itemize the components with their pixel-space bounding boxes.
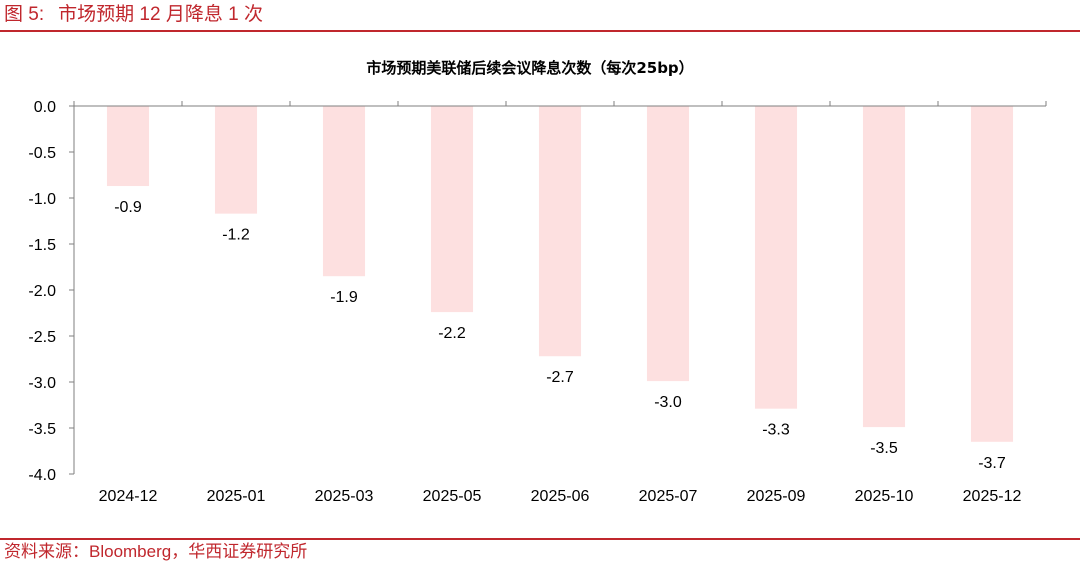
x-tick-label: 2025-09: [747, 488, 806, 505]
y-tick-label: -2.5: [28, 329, 56, 346]
data-label: -3.3: [762, 422, 790, 439]
x-tick-label: 2025-12: [963, 488, 1022, 505]
data-label: -1.2: [222, 227, 250, 244]
y-axis: 0.0 -0.5 -1.0 -1.5 -2.0 -2.5 -3.0 -3.5 -4.0: [28, 99, 75, 484]
y-tick-label: -4.0: [28, 467, 56, 484]
bar: [862, 106, 906, 428]
footer-divider: [0, 538, 1080, 540]
figure-caption: 市场预期 12 月降息 1 次: [58, 4, 263, 25]
x-axis: 2024-12 2025-01 2025-03 2025-05 2025-06 2025-…: [73, 101, 1047, 505]
x-tick-label: 2025-03: [315, 488, 374, 505]
y-tick-label: -1.5: [28, 237, 56, 254]
x-tick-label: 2024-12: [99, 488, 158, 505]
data-label: -0.9: [114, 199, 142, 216]
source-note: 资料来源：Bloomberg，华西证券研究所: [4, 542, 308, 561]
x-tick-label: 2025-07: [639, 488, 698, 505]
bar: [214, 106, 258, 214]
x-tick-label: 2025-10: [855, 488, 914, 505]
bar: [754, 106, 798, 409]
x-tick-label: 2025-01: [207, 488, 266, 505]
y-tick-label: -2.0: [28, 283, 56, 300]
data-label: -2.2: [438, 325, 466, 342]
data-label: -1.9: [330, 289, 358, 306]
data-label: -3.0: [654, 394, 682, 411]
bar: [538, 106, 582, 357]
bar: [106, 106, 150, 187]
y-tick-label: -3.5: [28, 421, 56, 438]
bar: [430, 106, 474, 313]
data-label: -2.7: [546, 369, 574, 386]
bar: [970, 106, 1014, 442]
data-label: -3.5: [870, 440, 898, 457]
y-tick-label: -1.0: [28, 191, 56, 208]
y-tick-label: -3.0: [28, 375, 56, 392]
figure-label: 图 5:: [4, 4, 45, 25]
header-divider: [0, 30, 1080, 32]
x-tick-label: 2025-06: [531, 488, 590, 505]
x-tick-label: 2025-05: [423, 488, 482, 505]
y-tick-label: 0.0: [34, 99, 56, 116]
bar: [646, 106, 690, 382]
bar: [322, 106, 366, 277]
data-labels: -0.9 -1.2 -1.9 -2.2 -2.7 -3.0 -3.3 -3.5 -3.7: [114, 199, 1006, 472]
bar-series: [106, 106, 1014, 442]
chart-title: 市场预期美联储后续会议降息次数（每次25bp）: [366, 59, 693, 77]
y-tick-label: -0.5: [28, 145, 56, 162]
figure-title: 图 5: 市场预期 12 月降息 1 次: [4, 2, 263, 28]
data-label: -3.7: [978, 455, 1006, 472]
